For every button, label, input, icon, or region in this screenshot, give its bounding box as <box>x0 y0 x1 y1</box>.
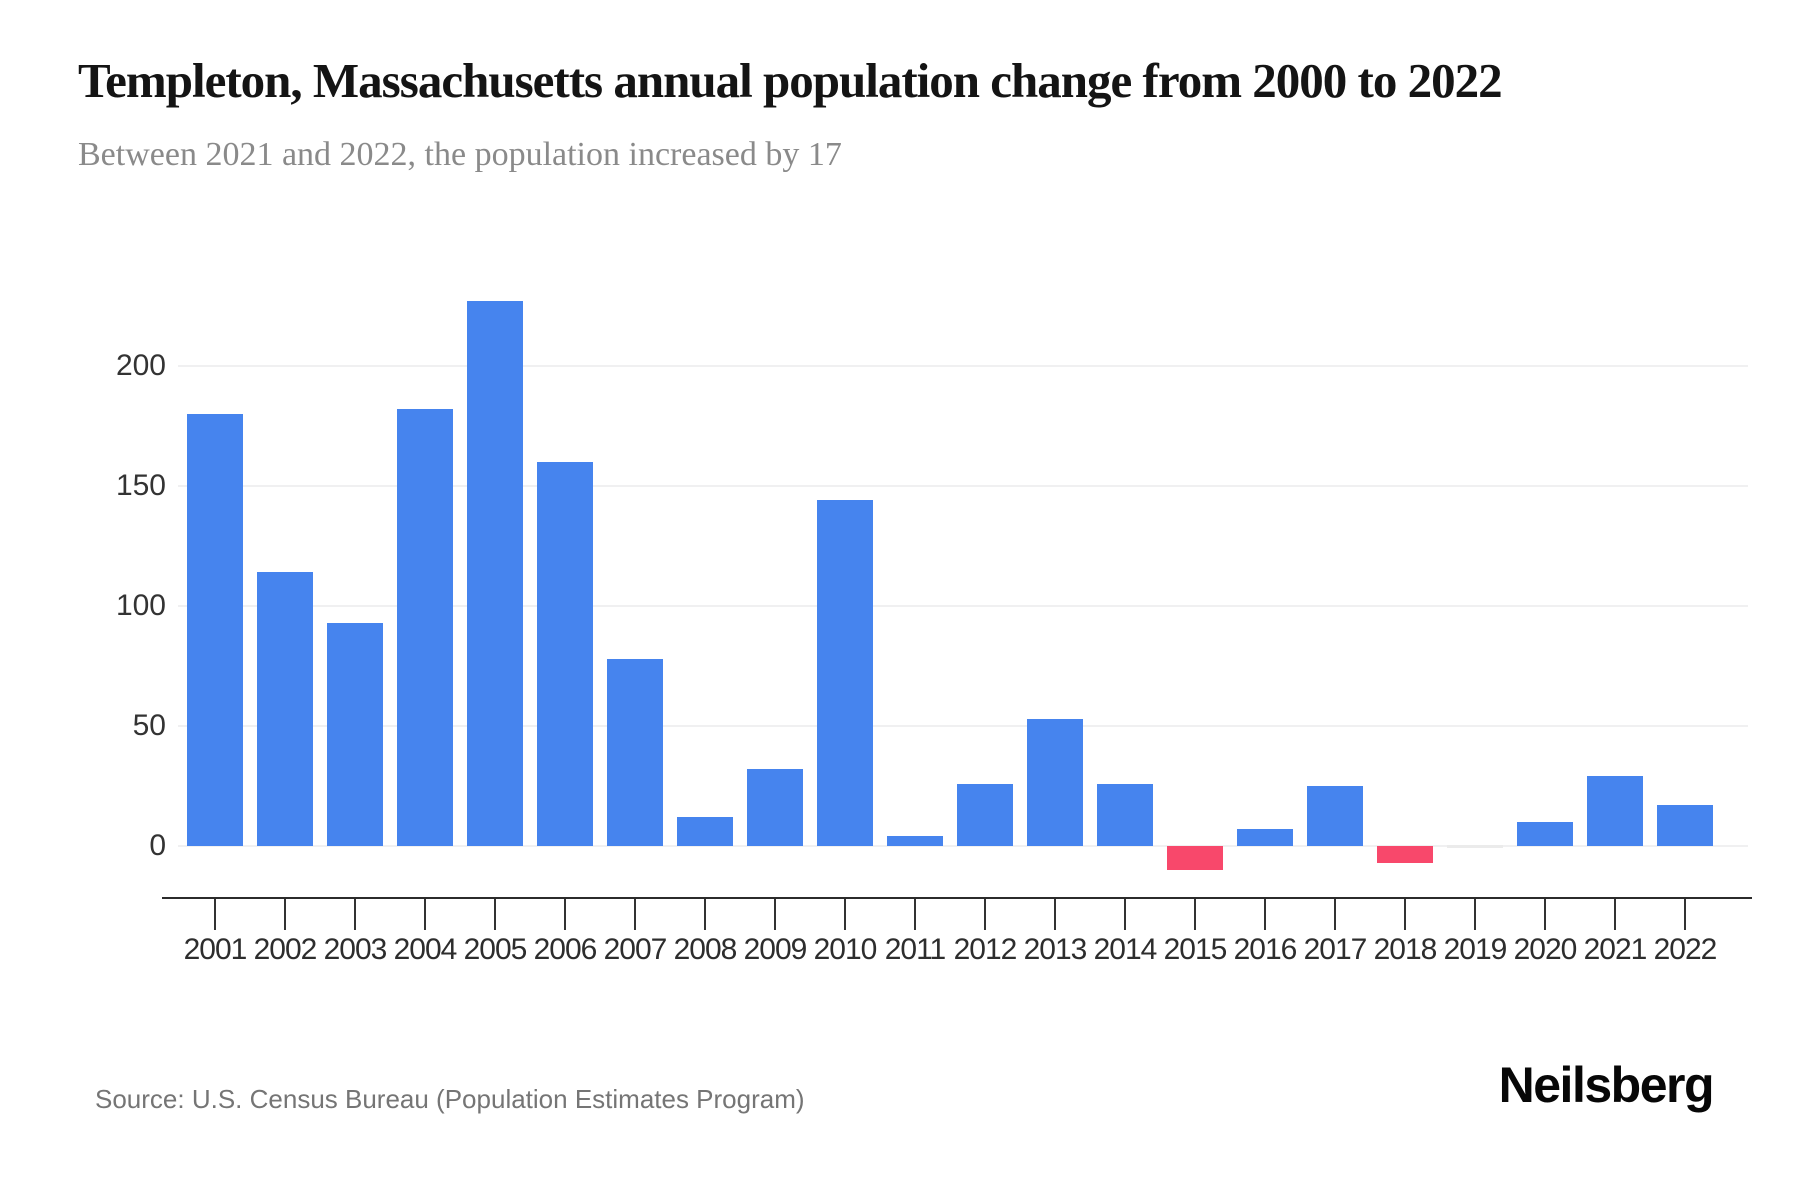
bar-2003[interactable] <box>327 622 383 846</box>
x-tick-2006 <box>564 899 566 930</box>
x-tick-2017 <box>1334 899 1336 930</box>
x-tick-label-2001: 2001 <box>183 933 248 966</box>
bar-2011[interactable] <box>887 836 943 846</box>
x-tick-label-2015: 2015 <box>1163 933 1228 966</box>
x-tick-2009 <box>774 899 776 930</box>
x-tick-label-2007: 2007 <box>603 933 668 966</box>
gridline-200 <box>178 365 1748 367</box>
bar-2010[interactable] <box>817 500 873 846</box>
x-axis-line <box>162 897 1752 899</box>
x-tick-label-2016: 2016 <box>1233 933 1298 966</box>
bar-2019[interactable] <box>1447 845 1503 848</box>
x-tick-2001 <box>214 899 216 930</box>
x-tick-2003 <box>354 899 356 930</box>
x-tick-label-2003: 2003 <box>323 933 388 966</box>
x-tick-label-2018: 2018 <box>1373 933 1438 966</box>
x-tick-2010 <box>844 899 846 930</box>
x-tick-2002 <box>284 899 286 930</box>
x-tick-label-2014: 2014 <box>1093 933 1158 966</box>
bar-2012[interactable] <box>957 783 1013 846</box>
bar-2015[interactable] <box>1167 846 1223 870</box>
bar-2022[interactable] <box>1657 805 1713 846</box>
neilsberg-logo[interactable]: Neilsberg <box>1498 1057 1715 1113</box>
bar-2006[interactable] <box>537 462 593 846</box>
gridline-150 <box>178 485 1748 487</box>
x-tick-label-2006: 2006 <box>533 933 598 966</box>
y-tick-label-50: 50 <box>132 709 166 742</box>
x-tick-2005 <box>494 899 496 930</box>
bar-2005[interactable] <box>467 301 523 846</box>
bar-2013[interactable] <box>1027 718 1083 846</box>
x-tick-2020 <box>1544 899 1546 930</box>
gridline-0 <box>178 845 1748 847</box>
x-tick-2021 <box>1614 899 1616 930</box>
y-tick-label-100: 100 <box>115 589 166 622</box>
chart-title: Templeton, Massachusetts annual populati… <box>78 53 1503 108</box>
x-tick-2011 <box>914 899 916 930</box>
x-tick-2012 <box>984 899 986 930</box>
x-tick-2019 <box>1474 899 1476 930</box>
bar-2017[interactable] <box>1307 786 1363 846</box>
x-tick-2008 <box>704 899 706 930</box>
y-tick-label-0: 0 <box>149 829 166 862</box>
bar-2001[interactable] <box>187 414 243 846</box>
x-tick-2022 <box>1684 899 1686 930</box>
x-tick-label-2017: 2017 <box>1303 933 1368 966</box>
bar-2014[interactable] <box>1097 783 1153 846</box>
x-tick-label-2010: 2010 <box>813 933 878 966</box>
x-tick-label-2013: 2013 <box>1023 933 1088 966</box>
x-tick-2013 <box>1054 899 1056 930</box>
chart-subtitle: Between 2021 and 2022, the population in… <box>78 136 842 173</box>
bar-2009[interactable] <box>747 769 803 846</box>
bar-2004[interactable] <box>397 409 453 846</box>
x-tick-label-2012: 2012 <box>953 933 1018 966</box>
x-tick-2016 <box>1264 899 1266 930</box>
source-note: Source: U.S. Census Bureau (Population E… <box>95 1084 805 1114</box>
x-tick-2018 <box>1404 899 1406 930</box>
x-tick-2015 <box>1194 899 1196 930</box>
x-tick-label-2019: 2019 <box>1443 933 1508 966</box>
bar-2020[interactable] <box>1517 822 1573 846</box>
x-tick-label-2004: 2004 <box>393 933 458 966</box>
y-tick-label-200: 200 <box>115 349 166 382</box>
bar-2018[interactable] <box>1377 846 1433 863</box>
x-tick-label-2020: 2020 <box>1513 933 1578 966</box>
gridline-100 <box>178 605 1748 607</box>
bar-2008[interactable] <box>677 817 733 846</box>
x-tick-2004 <box>424 899 426 930</box>
x-tick-label-2009: 2009 <box>743 933 808 966</box>
x-tick-label-2008: 2008 <box>673 933 738 966</box>
x-tick-label-2022: 2022 <box>1653 933 1718 966</box>
x-tick-2007 <box>634 899 636 930</box>
x-tick-label-2002: 2002 <box>253 933 318 966</box>
x-tick-2014 <box>1124 899 1126 930</box>
bar-2016[interactable] <box>1237 829 1293 846</box>
bar-2007[interactable] <box>607 658 663 846</box>
bar-2002[interactable] <box>257 572 313 846</box>
y-tick-label-150: 150 <box>115 469 166 502</box>
gridline-50 <box>178 725 1748 727</box>
x-tick-label-2011: 2011 <box>884 933 947 966</box>
x-tick-label-2005: 2005 <box>463 933 528 966</box>
x-tick-label-2021: 2021 <box>1583 933 1648 966</box>
bar-2021[interactable] <box>1587 776 1643 846</box>
